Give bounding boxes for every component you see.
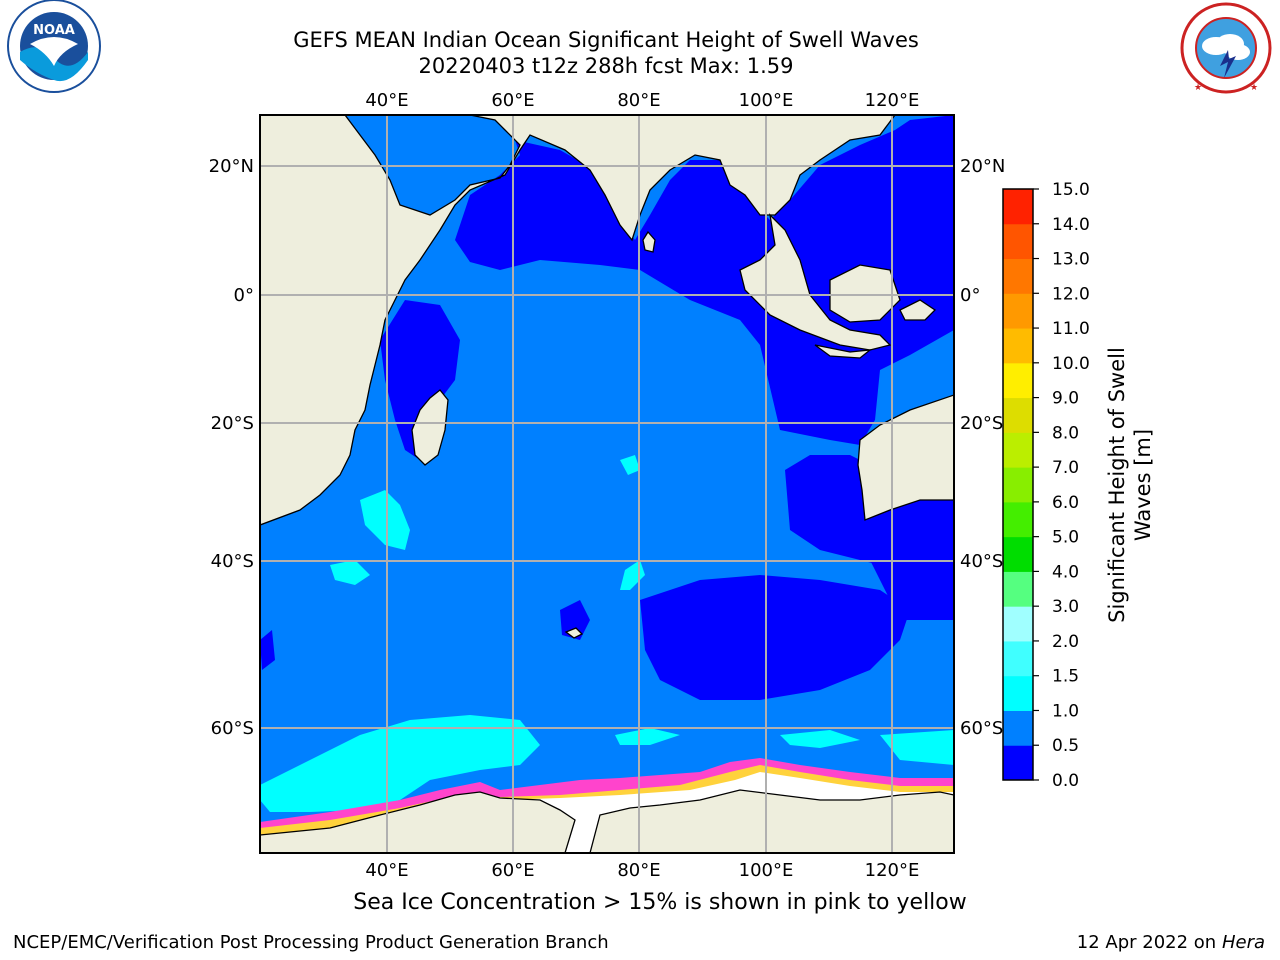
colorbar-tick-label: 3.0 [1052, 597, 1079, 617]
map-frame [259, 114, 955, 854]
lon-labels-top: 40°E 60°E 80°E 100°E 120°E [365, 90, 919, 111]
lat-label-40s: 40°S [211, 551, 254, 572]
lon-label-40e: 40°E [365, 90, 408, 111]
lon-label-80e: 80°E [617, 860, 660, 880]
colorbar-swatch [1003, 640, 1033, 677]
lon-label-60e: 60°E [491, 860, 534, 880]
machine-name: Hera [1221, 932, 1265, 953]
colorbar-tick-label: 0.5 [1052, 736, 1079, 756]
colorbar-tick-label: 9.0 [1052, 389, 1079, 409]
colorbar-swatch [1003, 536, 1033, 572]
nws-logo-icon: ★ ★ [1180, 2, 1272, 94]
colorbar-swatch [1003, 328, 1033, 364]
lon-label-80e: 80°E [617, 90, 660, 111]
generation-date-text: 12 Apr 2022 on [1076, 932, 1222, 953]
colorbar-swatch [1003, 223, 1033, 260]
colorbar-tick-label: 0.0 [1052, 771, 1079, 791]
map-title: GEFS MEAN Indian Ocean Significant Heigh… [293, 28, 919, 52]
colorbar-swatch [1003, 675, 1033, 711]
svg-text:★: ★ [1194, 83, 1202, 93]
colorbar-tick-label: 13.0 [1052, 250, 1090, 270]
colorbar-tick-label: 10.0 [1052, 354, 1090, 374]
graticule [260, 115, 954, 853]
lat-label-60s: 60°S [211, 718, 254, 739]
lon-label-100e: 100°E [739, 90, 794, 111]
colorbar-tick-label: 1.0 [1052, 701, 1079, 721]
colorbar-tick-label: 7.0 [1052, 458, 1079, 478]
colorbar-swatch [1003, 571, 1033, 607]
lat-labels-right: 20°N 0° 20°S 40°S 60°S [960, 156, 1005, 739]
lon-label-40e: 40°E [365, 860, 408, 880]
lon-label-120e: 120°E [865, 860, 920, 880]
colorbar-swatch [1003, 258, 1033, 294]
lat-label-60s: 60°S [960, 718, 1003, 739]
lat-label-20n: 20°N [960, 156, 1005, 177]
colorbar-swatch [1003, 606, 1033, 642]
colorbar-tick-label: 14.0 [1052, 215, 1090, 235]
colorbar-swatch [1003, 432, 1033, 468]
colorbar-swatch [1003, 189, 1033, 225]
producer-credit: NCEP/EMC/Verification Post Processing Pr… [13, 932, 609, 953]
colorbar-tick-label: 4.0 [1052, 562, 1079, 582]
lat-label-0: 0° [960, 285, 980, 306]
svg-text:★: ★ [1250, 83, 1258, 93]
colorbar-swatch [1003, 293, 1033, 329]
colorbar-swatch [1003, 467, 1033, 503]
lat-label-20n: 20°N [209, 156, 254, 177]
lat-label-20s: 20°S [960, 413, 1003, 434]
colorbar-frame [1002, 188, 1034, 781]
lon-label-120e: 120°E [865, 90, 920, 111]
colorbar-swatch [1003, 710, 1033, 746]
colorbar-tick-label: 1.5 [1052, 667, 1079, 687]
colorbar-swatch [1003, 745, 1033, 781]
lon-label-60e: 60°E [491, 90, 534, 111]
map-plot-area [260, 115, 954, 853]
colorbar-tick-label: 5.0 [1052, 528, 1079, 548]
colorbar-tick-label: 12.0 [1052, 284, 1090, 304]
lon-label-100e: 100°E [739, 860, 794, 880]
map-subtitle: 20220403 t12z 288h fcst Max: 1.59 [418, 54, 794, 78]
swell-band-1-1p5 [260, 455, 954, 812]
generation-date: 12 Apr 2022 on Hera [1077, 932, 1265, 953]
colorbar-label: Significant Height of Swell [1105, 347, 1129, 623]
sea-ice-note: Sea Ice Concentration > 15% is shown in … [353, 890, 967, 915]
colorbar-tick-label: 6.0 [1052, 493, 1079, 513]
colorbar-swatch [1003, 362, 1033, 399]
lat-labels-left: 20°N 0° 20°S 40°S 60°S [209, 156, 254, 739]
colorbar-tick-label: 15.0 [1052, 180, 1090, 200]
lon-labels-bottom: 40°E 60°E 80°E 100°E 120°E [365, 860, 919, 880]
lat-label-20s: 20°S [211, 413, 254, 434]
colorbar-swatch [1003, 501, 1033, 538]
colorbar-tick-label: 8.0 [1052, 423, 1079, 443]
map-figure: 40°E 60°E 80°E 100°E 120°E 40°E 60°E 80°… [209, 90, 1155, 880]
colorbar-tick-label: 11.0 [1052, 319, 1090, 339]
noaa-logo-text: NOAA [33, 23, 75, 38]
colorbar-swatch [1003, 397, 1033, 433]
colorbar: 0.0 0.5 1.0 1.5 2.0 3.0 4.0 5.0 6.0 7.0 8.0 9.0 10.0… [1002, 180, 1090, 791]
land-masses [260, 115, 954, 853]
colorbar-tick-label: 2.0 [1052, 632, 1079, 652]
lat-label-40s: 40°S [960, 551, 1003, 572]
noaa-logo-icon: NOAA [7, 0, 101, 93]
colorbar-label-line2: Waves [m] [1131, 429, 1155, 541]
lat-label-0: 0° [234, 285, 254, 306]
